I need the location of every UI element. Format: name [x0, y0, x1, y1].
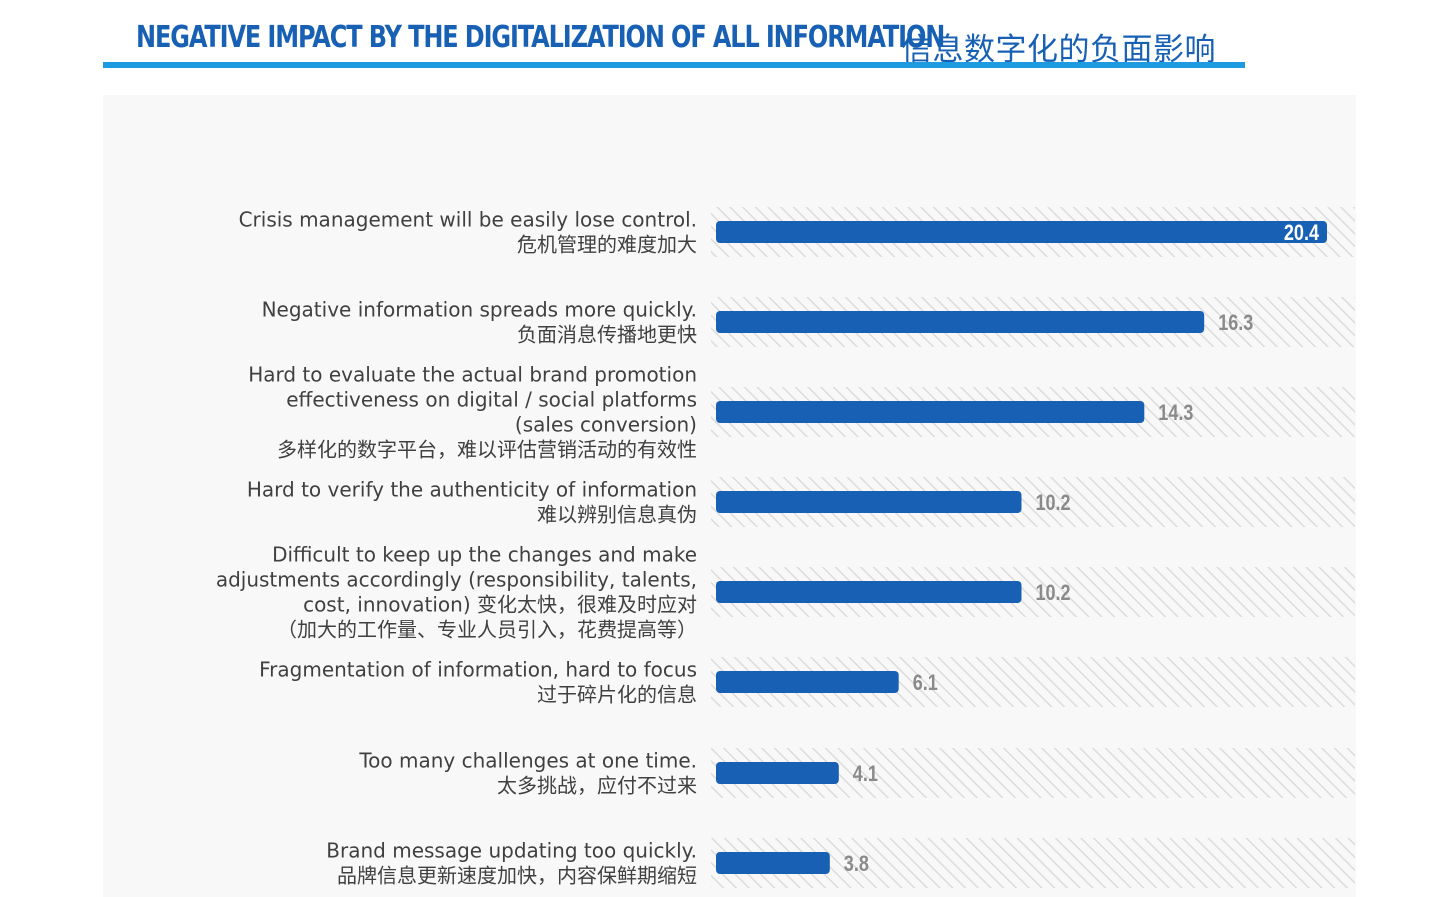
bar-row: 10.2 Difficult to keep up the changes and… — [216, 543, 1355, 642]
category-label-line: 多样化的数字平台，难以评估营销活动的有效性 — [277, 438, 697, 462]
bar — [716, 311, 1205, 333]
category-label-line: effectiveness on digital / social platfo… — [286, 388, 697, 412]
bar — [716, 221, 1327, 243]
category-label-line: Fragmentation of information, hard to fo… — [259, 658, 697, 682]
bar-row: 4.1 Too many challenges at one time.太多挑战，… — [358, 748, 1355, 798]
bar-row: 10.2 Hard to verify the authenticity of i… — [247, 477, 1355, 527]
bar-value-label: 20.4 — [1284, 221, 1320, 245]
category-label-line: 负面消息传播地更快 — [517, 323, 697, 347]
page-title-english: NEGATIVE IMPACT BY THE DIGITALIZATION OF… — [136, 20, 945, 55]
category-label-line: (sales conversion) — [515, 413, 697, 437]
category-label-line: cost, innovation) 变化太快，很难及时应对 — [303, 593, 697, 617]
bar-row: 20.4 Crisis management will be easily los… — [239, 207, 1355, 257]
category-label-line: 难以辨别信息真伪 — [537, 503, 697, 527]
bar — [716, 671, 899, 693]
category-label-line: 品牌信息更新速度加快，内容保鲜期缩短 — [337, 864, 697, 888]
bar-value-label: 10.2 — [1036, 581, 1071, 605]
category-label-line: （加大的工作量、专业人员引入，花费提高等） — [277, 618, 697, 642]
bar-row: 16.3 Negative information spreads more qu… — [262, 297, 1355, 347]
bar — [716, 491, 1022, 513]
category-label-line: Difficult to keep up the changes and mak… — [272, 543, 697, 567]
bar-value-label: 3.8 — [844, 852, 869, 876]
category-label-line: 危机管理的难度加大 — [517, 233, 697, 257]
bar — [716, 401, 1145, 423]
category-label-line: Hard to verify the authenticity of infor… — [247, 478, 697, 502]
bar-value-label: 10.2 — [1036, 491, 1071, 515]
bar-value-label: 6.1 — [913, 671, 938, 695]
bar-row: 6.1 Fragmentation of information, hard to… — [259, 657, 1355, 707]
bar — [716, 762, 839, 784]
bar — [716, 581, 1022, 603]
category-label-line: Hard to evaluate the actual brand promot… — [248, 363, 697, 387]
category-label-line: Brand message updating too quickly. — [326, 839, 697, 863]
page-header: NEGATIVE IMPACT BY THE DIGITALIZATION OF… — [103, 10, 1245, 70]
bar-value-label: 14.3 — [1158, 401, 1193, 425]
chart-rows: 20.4 Crisis management will be easily los… — [216, 207, 1355, 888]
title-underline — [103, 62, 1245, 68]
bar — [716, 852, 830, 874]
category-label-line: adjustments accordingly (responsibility,… — [216, 568, 697, 592]
category-label-line: Negative information spreads more quickl… — [262, 298, 697, 322]
bar-row: 14.3 Hard to evaluate the actual brand pr… — [248, 363, 1355, 462]
bar-value-label: 16.3 — [1218, 311, 1253, 335]
category-label-line: 过于碎片化的信息 — [537, 683, 697, 707]
category-label-line: 太多挑战，应付不过来 — [497, 774, 697, 798]
bar-value-label: 4.1 — [853, 762, 878, 786]
category-label-line: Too many challenges at one time. — [358, 749, 697, 773]
category-label-line: Crisis management will be easily lose co… — [239, 208, 697, 232]
bar-row: 3.8 Brand message updating too quickly.品牌… — [326, 838, 1355, 888]
